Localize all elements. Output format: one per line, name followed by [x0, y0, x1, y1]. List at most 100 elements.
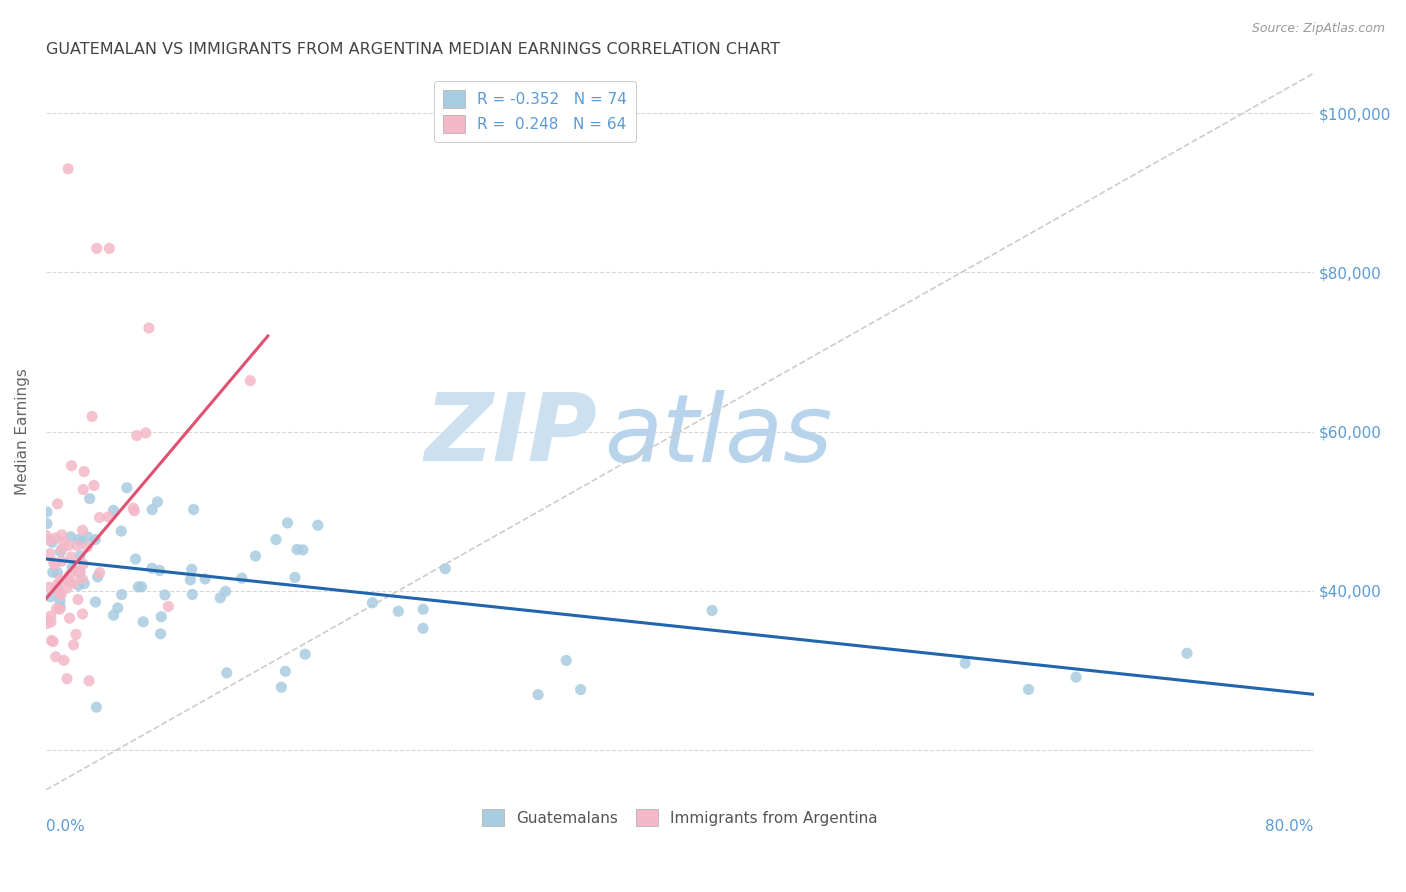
Point — [72, 572, 94, 586]
Point — [231, 571, 253, 585]
Point — [38, 580, 60, 594]
Point — [42, 566, 65, 580]
Point — [79, 491, 101, 506]
Point — [434, 562, 457, 576]
Point — [58, 574, 80, 589]
Point — [138, 321, 160, 335]
Point — [73, 576, 96, 591]
Text: 0.0%: 0.0% — [46, 819, 84, 834]
Point — [49, 573, 72, 587]
Point — [63, 576, 86, 591]
Point — [270, 680, 292, 694]
Point — [107, 601, 129, 615]
Point — [361, 596, 384, 610]
Point — [274, 665, 297, 679]
Point — [66, 539, 89, 553]
Point — [103, 608, 125, 623]
Point — [45, 649, 67, 664]
Point — [59, 530, 82, 544]
Point — [285, 542, 308, 557]
Point — [1064, 670, 1087, 684]
Point — [569, 682, 592, 697]
Point — [527, 688, 550, 702]
Point — [125, 428, 148, 442]
Point — [58, 539, 80, 553]
Point — [58, 568, 80, 582]
Point — [127, 580, 149, 594]
Point — [44, 558, 66, 572]
Point — [48, 586, 70, 600]
Point — [84, 595, 107, 609]
Point — [77, 673, 100, 688]
Point — [49, 600, 72, 615]
Point — [89, 566, 111, 580]
Point — [52, 535, 75, 549]
Point — [72, 483, 94, 497]
Text: 80.0%: 80.0% — [1265, 819, 1313, 834]
Point — [194, 572, 217, 586]
Point — [953, 656, 976, 670]
Point — [39, 547, 62, 561]
Point — [38, 533, 60, 547]
Point — [264, 533, 287, 547]
Point — [111, 588, 134, 602]
Point — [124, 552, 146, 566]
Point — [180, 562, 202, 576]
Point — [89, 510, 111, 524]
Point — [49, 544, 72, 558]
Point — [82, 409, 104, 424]
Text: ZIP: ZIP — [425, 389, 598, 481]
Point — [48, 602, 70, 616]
Point — [62, 638, 84, 652]
Point — [115, 481, 138, 495]
Point — [70, 535, 93, 549]
Point — [124, 504, 146, 518]
Point — [412, 621, 434, 635]
Point — [51, 542, 73, 557]
Point — [76, 530, 98, 544]
Point — [179, 573, 201, 587]
Point — [284, 570, 307, 584]
Point — [56, 672, 79, 686]
Point — [65, 627, 87, 641]
Point — [412, 602, 434, 616]
Point — [555, 653, 578, 667]
Point — [276, 516, 298, 530]
Point — [42, 634, 65, 648]
Y-axis label: Median Earnings: Median Earnings — [15, 368, 30, 495]
Point — [209, 591, 232, 605]
Point — [46, 497, 69, 511]
Point — [86, 570, 108, 584]
Point — [98, 241, 121, 255]
Point — [49, 594, 72, 608]
Point — [294, 647, 316, 661]
Point — [239, 374, 262, 388]
Point — [66, 592, 89, 607]
Point — [141, 502, 163, 516]
Point — [46, 578, 69, 592]
Point — [157, 599, 180, 614]
Point — [45, 601, 67, 615]
Legend: Guatemalans, Immigrants from Argentina: Guatemalans, Immigrants from Argentina — [477, 803, 883, 832]
Point — [72, 607, 94, 621]
Point — [60, 560, 83, 574]
Point — [150, 609, 173, 624]
Point — [60, 549, 83, 564]
Point — [56, 574, 79, 588]
Point — [215, 665, 238, 680]
Point — [42, 556, 65, 570]
Point — [72, 523, 94, 537]
Point — [141, 561, 163, 575]
Point — [41, 633, 63, 648]
Point — [52, 653, 75, 667]
Point — [72, 557, 94, 571]
Text: GUATEMALAN VS IMMIGRANTS FROM ARGENTINA MEDIAN EARNINGS CORRELATION CHART: GUATEMALAN VS IMMIGRANTS FROM ARGENTINA … — [46, 42, 780, 57]
Point — [153, 588, 176, 602]
Point — [86, 700, 108, 714]
Point — [41, 535, 63, 549]
Text: Source: ZipAtlas.com: Source: ZipAtlas.com — [1251, 22, 1385, 36]
Point — [1018, 682, 1040, 697]
Point — [214, 584, 236, 599]
Point — [131, 580, 153, 594]
Point — [35, 613, 58, 627]
